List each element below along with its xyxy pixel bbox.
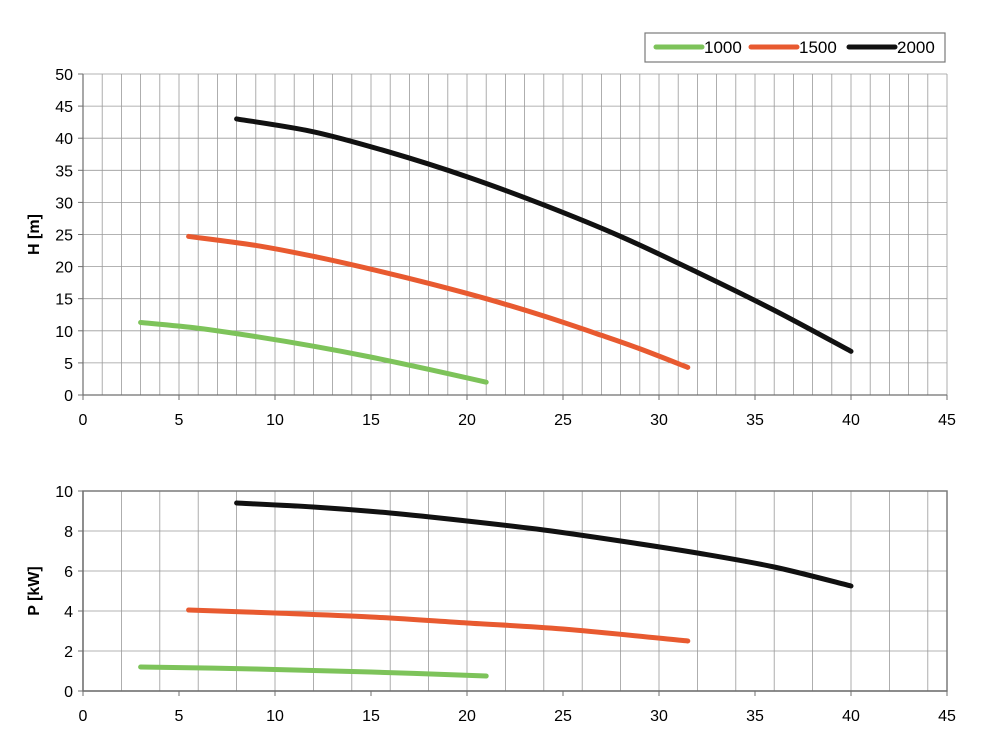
y-tick-label: 10 <box>55 484 73 501</box>
series-line-1500 <box>186 607 691 644</box>
series-line-1000 <box>138 664 489 679</box>
y-tick-label: 2 <box>64 644 73 661</box>
y-tick-label: 50 <box>55 67 73 84</box>
x-tick-label: 45 <box>938 708 956 725</box>
series-line-1000 <box>138 319 489 385</box>
legend: 1000 1500 2000 <box>644 32 946 63</box>
y-tick-label: 5 <box>64 356 73 373</box>
x-tick-label: 40 <box>842 708 860 725</box>
x-tick-label: 20 <box>458 412 476 429</box>
x-tick-label: 35 <box>746 412 764 429</box>
x-tick-label: 5 <box>175 412 184 429</box>
x-tick-label: 35 <box>746 708 764 725</box>
power-chart: 0 5 10 15 20 25 30 35 40 45 0 2 4 6 8 10 P [kW] <box>26 484 956 725</box>
grid <box>83 73 948 395</box>
y-tick-label: 35 <box>55 163 73 180</box>
series-line-2000 <box>234 116 854 354</box>
y-tick-label: 20 <box>55 260 73 277</box>
series-line-2000 <box>234 500 854 589</box>
plot-frame <box>82 490 948 692</box>
x-tick-label: 0 <box>79 708 88 725</box>
y-tick-label: 0 <box>64 684 73 701</box>
x-tick-label: 5 <box>175 708 184 725</box>
x-tick-label: 45 <box>938 412 956 429</box>
y-tick-label: 6 <box>64 564 73 581</box>
head-chart: 0 5 10 15 20 25 30 35 40 45 0 5 10 15 20 25 30 35 40 45 50 H … <box>26 67 956 429</box>
x-tick-label: 15 <box>362 412 380 429</box>
y-tick-label: 30 <box>55 195 73 212</box>
y-tick-label: 40 <box>55 131 73 148</box>
x-tick-label: 30 <box>650 412 668 429</box>
y-tick-label: 45 <box>55 99 73 116</box>
y-tick-label: 25 <box>55 228 73 245</box>
x-tick-label: 25 <box>554 708 572 725</box>
y-tick-label: 15 <box>55 292 73 309</box>
x-tick-label: 20 <box>458 708 476 725</box>
y-axis-label: H [m] <box>26 214 43 255</box>
legend-entry: 1000 <box>704 38 742 57</box>
x-tick-label: 15 <box>362 708 380 725</box>
grid <box>83 490 947 691</box>
legend-entry: 1500 <box>799 38 837 57</box>
x-tick-label: 10 <box>266 708 284 725</box>
y-axis-label: P [kW] <box>26 566 43 615</box>
y-tick-label: 10 <box>55 324 73 341</box>
x-tick-label: 40 <box>842 412 860 429</box>
y-tick-label: 4 <box>64 604 73 621</box>
x-tick-label: 0 <box>79 412 88 429</box>
x-tick-label: 25 <box>554 412 572 429</box>
x-tick-label: 30 <box>650 708 668 725</box>
x-tick-label: 10 <box>266 412 284 429</box>
series-line-1500 <box>186 233 691 370</box>
legend-entry: 2000 <box>897 38 935 57</box>
y-tick-label: 0 <box>64 388 73 405</box>
y-tick-label: 8 <box>64 524 73 541</box>
